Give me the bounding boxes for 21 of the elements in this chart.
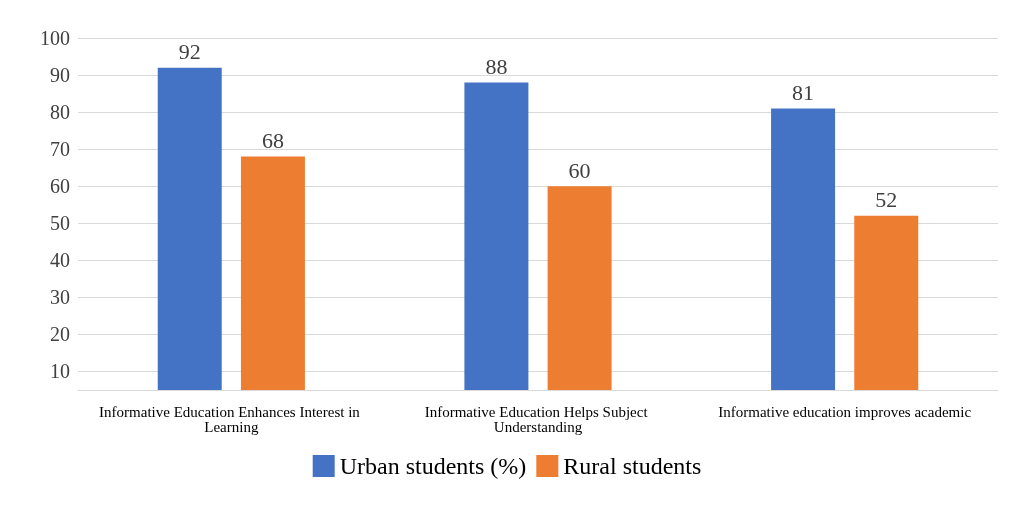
data-label: 92 — [178, 39, 201, 65]
y-tick-label: 40 — [50, 249, 70, 272]
x-tick-label: Informative education improves academic — [718, 403, 972, 420]
legend-label: Urban students (%) — [339, 453, 527, 479]
legend-label: Rural students — [563, 453, 702, 479]
x-tick-label: Informative Education Enhances Interest in Learning — [99, 403, 364, 435]
y-tick-label: 30 — [50, 286, 70, 309]
data-label: 81 — [792, 79, 815, 105]
data-label: 88 — [485, 53, 508, 79]
data-label: 60 — [568, 157, 591, 183]
y-tick-label: 10 — [50, 360, 70, 383]
y-tick-label: 100 — [40, 27, 70, 49]
data-label: 68 — [261, 128, 284, 154]
y-tick-label: 90 — [50, 64, 70, 87]
y-tick-label: 80 — [50, 101, 70, 124]
y-tick-label: 50 — [50, 212, 70, 235]
x-tick-label: Informative Education Helps Subject Understanding — [424, 403, 652, 435]
y-tick-label: 20 — [50, 323, 70, 346]
y-tick-label: 60 — [50, 175, 70, 198]
data-label: 52 — [875, 187, 898, 213]
y-tick-label: 70 — [50, 138, 70, 161]
